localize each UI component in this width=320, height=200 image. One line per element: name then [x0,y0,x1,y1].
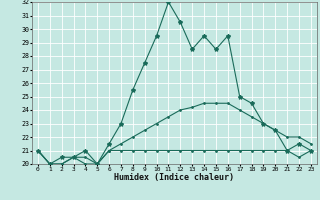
X-axis label: Humidex (Indice chaleur): Humidex (Indice chaleur) [115,173,234,182]
